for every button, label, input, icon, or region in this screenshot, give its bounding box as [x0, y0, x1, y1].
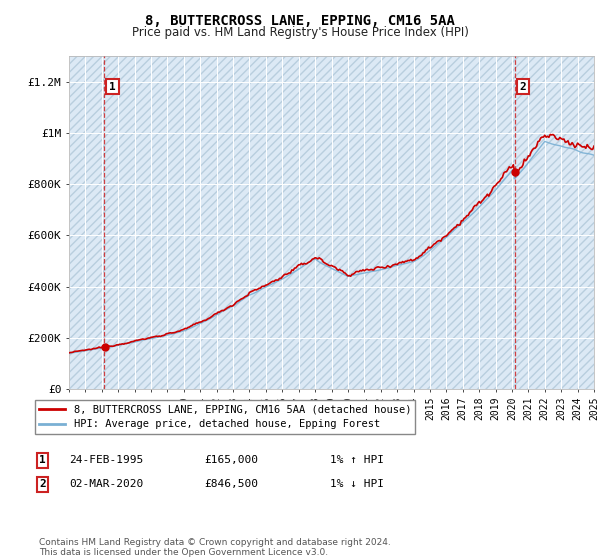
Text: Contains HM Land Registry data © Crown copyright and database right 2024.
This d: Contains HM Land Registry data © Crown c… [39, 538, 391, 557]
Text: 1: 1 [39, 455, 46, 465]
Text: 1: 1 [109, 82, 116, 92]
Text: 02-MAR-2020: 02-MAR-2020 [69, 479, 143, 489]
Text: 1% ↓ HPI: 1% ↓ HPI [330, 479, 384, 489]
Text: 24-FEB-1995: 24-FEB-1995 [69, 455, 143, 465]
Text: 8, BUTTERCROSS LANE, EPPING, CM16 5AA: 8, BUTTERCROSS LANE, EPPING, CM16 5AA [145, 14, 455, 28]
Text: Price paid vs. HM Land Registry's House Price Index (HPI): Price paid vs. HM Land Registry's House … [131, 26, 469, 39]
Text: 2: 2 [520, 82, 526, 92]
Text: £846,500: £846,500 [204, 479, 258, 489]
Legend: 8, BUTTERCROSS LANE, EPPING, CM16 5AA (detached house), HPI: Average price, deta: 8, BUTTERCROSS LANE, EPPING, CM16 5AA (d… [35, 400, 415, 433]
Text: 1% ↑ HPI: 1% ↑ HPI [330, 455, 384, 465]
Text: 2: 2 [39, 479, 46, 489]
Text: £165,000: £165,000 [204, 455, 258, 465]
